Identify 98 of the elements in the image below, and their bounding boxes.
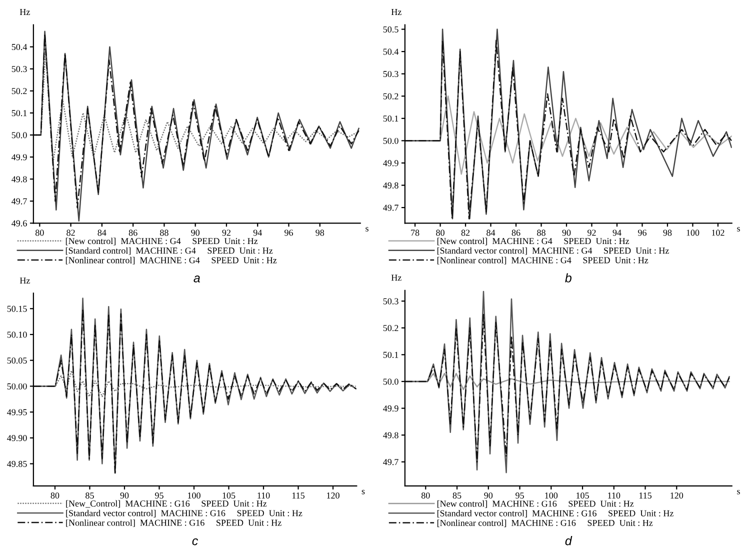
y-tick-label: 49.95 — [7, 409, 27, 416]
y-tick-label: 50.5 — [383, 26, 398, 33]
y-tick-label: 50.00 — [7, 383, 27, 390]
legend-label: [New control] MACHINE : G16 SPEED Unit : Hz — [437, 500, 634, 508]
y-axis-title: Hz — [20, 278, 30, 284]
y-tick-label: 49.90 — [7, 435, 27, 442]
x-tick-label: 95 — [155, 492, 164, 499]
x-tick-label: 80 — [50, 492, 60, 499]
y-tick-label: 50.05 — [7, 357, 27, 364]
x-tick-label: 120 — [327, 492, 340, 499]
x-tick-label: 105 — [222, 492, 236, 499]
x-tick-label: 96 — [284, 230, 293, 236]
y-tick-label: 49.8 — [383, 432, 398, 438]
x-tick-label: 84 — [486, 230, 496, 236]
x-axis-title: s — [366, 227, 368, 232]
x-tick-label: 90 — [120, 492, 129, 499]
x-tick-label: 95 — [516, 492, 524, 499]
text: c — [192, 538, 198, 546]
y-tick-label: 49.9 — [12, 154, 27, 160]
x-tick-label: 80 — [436, 230, 444, 236]
x-tick-label: 100 — [188, 492, 200, 499]
y-tick-label: 50.2 — [12, 88, 27, 94]
y-tick-label: 50.0 — [12, 132, 27, 138]
y-axis-title: Hz — [391, 9, 402, 15]
x-tick-label: 86 — [512, 230, 520, 236]
legend-label: [New control] MACHINE : G4 SPEED Unit : Hz — [66, 238, 258, 246]
legend-label: [Standard vector control] MACHINE : G16 SPEED Unit : Hz — [437, 510, 674, 518]
x-tick-label: 90 — [484, 492, 493, 499]
y-axis-title: Hz — [391, 274, 402, 281]
y-tick-label: 50.3 — [383, 70, 398, 78]
text: d — [565, 536, 572, 546]
x-tick-label: 80 — [421, 492, 430, 499]
x-tick-label: 100 — [686, 230, 700, 236]
x-tick-label: 100 — [545, 492, 558, 499]
y-tick-label: 49.85 — [7, 460, 27, 468]
y-tick-label: 50.0 — [383, 138, 398, 144]
x-tick-label: 120 — [670, 492, 684, 499]
x-tick-label: 88 — [537, 230, 546, 236]
y-tick-label: 50.3 — [383, 298, 398, 304]
x-tick-label: 110 — [258, 492, 270, 499]
x-tick-label: 105 — [576, 492, 589, 499]
x-tick-label: 84 — [98, 230, 106, 236]
y-tick-label: 50.0 — [383, 378, 398, 385]
x-tick-label: 82 — [66, 230, 75, 236]
y-tick-label: 50.15 — [7, 306, 27, 312]
x-tick-label: 82 — [461, 230, 470, 236]
y-tick-label: 49.9 — [383, 405, 398, 412]
y-tick-label: 50.2 — [383, 325, 398, 332]
legend-label: [Standard control] MACHINE : G4 SPEED Unit : Hz — [66, 247, 273, 255]
x-axis-title: s — [737, 490, 740, 494]
x-tick-label: 90 — [562, 230, 571, 236]
y-tick-label: 50.1 — [383, 352, 398, 358]
x-tick-label: 94 — [253, 230, 262, 236]
x-tick-label: 110 — [608, 492, 620, 499]
y-tick-label: 50.4 — [383, 48, 399, 55]
legend-label: [Standard vector control] MACHINE : G16 SPEED Unit : Hz — [66, 510, 302, 518]
text: a — [194, 276, 200, 282]
y-tick-label: 50.10 — [7, 332, 27, 338]
legend-label: [New_Control] MACHINE : G16 SPEED Unit : Hz — [66, 500, 267, 508]
y-tick-label: 49.9 — [383, 160, 398, 166]
x-tick-label: 96 — [638, 230, 646, 236]
legend-label: [Nonlinear control] MACHINE : G4 SPEED Unit : Hz — [437, 256, 648, 264]
x-tick-label: 92 — [588, 230, 596, 236]
x-tick-label: 86 — [128, 230, 138, 236]
legend-label: [Standard vector control] MACHINE : G4 SPEED Unit : Hz — [437, 247, 669, 255]
y-tick-label: 50.4 — [12, 44, 28, 50]
x-tick-label: 98 — [663, 230, 672, 236]
y-tick-label: 49.7 — [12, 198, 27, 204]
y-tick-label: 49.8 — [12, 176, 27, 182]
x-tick-label: 94 — [612, 230, 622, 236]
x-tick-label: 78 — [411, 230, 420, 236]
x-tick-label: 80 — [35, 230, 44, 236]
x-tick-label: 85 — [452, 492, 462, 499]
x-tick-label: 90 — [191, 230, 200, 236]
y-axis-title: Hz — [20, 9, 30, 15]
legend-label: [Nonlinear control] MACHINE : G4 SPEED Unit : Hz — [66, 256, 277, 264]
x-tick-label: 98 — [316, 230, 324, 236]
y-tick-label: 49.8 — [383, 182, 398, 189]
y-tick-label: 50.2 — [383, 93, 398, 100]
legend-label: [Nonlinear control] MACHINE : G16 SPEED Unit : Hz — [437, 520, 653, 528]
x-tick-label: 92 — [222, 230, 230, 236]
text: b — [565, 273, 572, 282]
legend-label: [Nonlinear control] MACHINE : G16 SPEED Unit : Hz — [66, 519, 282, 527]
y-tick-label: 50.1 — [383, 116, 398, 122]
y-tick-label: 49.7 — [383, 459, 398, 466]
x-tick-label: 88 — [160, 230, 168, 236]
x-tick-label: 115 — [292, 492, 305, 499]
y-tick-label: 49.7 — [383, 204, 398, 211]
y-tick-label: 49.6 — [12, 220, 27, 226]
x-tick-label: 102 — [712, 230, 724, 236]
x-axis-title: s — [362, 490, 365, 494]
y-tick-label: 50.1 — [12, 110, 27, 116]
line-series — [404, 314, 730, 462]
x-tick-label: 115 — [639, 492, 652, 499]
legend-label: [New control] MACHINE : G4 SPEED Unit : Hz — [437, 238, 630, 246]
x-axis-title: s — [737, 227, 740, 232]
x-tick-label: 85 — [86, 492, 94, 499]
y-tick-label: 50.3 — [12, 66, 27, 72]
